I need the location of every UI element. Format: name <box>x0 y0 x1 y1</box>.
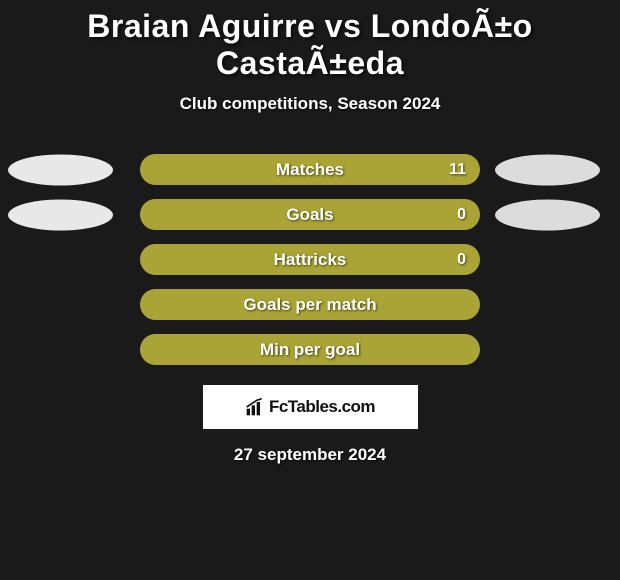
stat-label: Matches <box>276 160 344 180</box>
snapshot-date: 27 september 2024 <box>0 445 620 465</box>
comparison-title: Braian Aguirre vs LondoÃ±o CastaÃ±eda <box>0 8 620 82</box>
bar-chart-icon <box>245 397 265 417</box>
source-logo: FcTables.com <box>203 385 418 429</box>
stat-row: Min per goal <box>0 334 620 365</box>
stat-bar: Goals per match <box>140 289 480 320</box>
stat-label: Hattricks <box>274 250 347 270</box>
player-right-ellipse <box>495 154 600 185</box>
stat-bar: Hattricks 0 <box>140 244 480 275</box>
stats-rows: Matches 11 Goals 0 Hattricks 0 Goals per match… <box>0 154 620 365</box>
stat-value: 0 <box>457 251 466 269</box>
comparison-subtitle: Club competitions, Season 2024 <box>0 94 620 114</box>
stat-bar: Min per goal <box>140 334 480 365</box>
stat-row: Goals 0 <box>0 199 620 230</box>
player-right-ellipse <box>495 199 600 230</box>
logo-text: FcTables.com <box>269 397 375 417</box>
stat-row: Hattricks 0 <box>0 244 620 275</box>
stat-value: 11 <box>449 161 466 179</box>
stat-label: Min per goal <box>260 340 360 360</box>
stat-row: Matches 11 <box>0 154 620 185</box>
stat-value: 0 <box>457 206 466 224</box>
stat-row: Goals per match <box>0 289 620 320</box>
stat-bar: Matches 11 <box>140 154 480 185</box>
player-left-ellipse <box>8 154 113 185</box>
comparison-panel: Braian Aguirre vs LondoÃ±o CastaÃ±eda Cl… <box>0 0 620 465</box>
stat-label: Goals per match <box>243 295 376 315</box>
stat-label: Goals <box>286 205 333 225</box>
player-left-ellipse <box>8 199 113 230</box>
stat-bar: Goals 0 <box>140 199 480 230</box>
